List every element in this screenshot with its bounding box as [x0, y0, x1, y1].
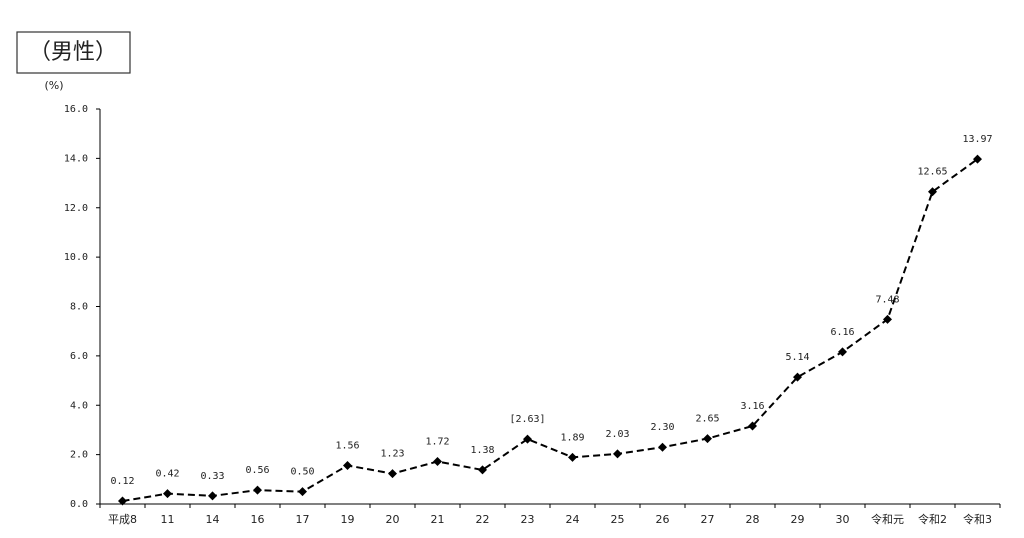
- y-tick-label: 2.0: [70, 450, 88, 461]
- marker: [568, 452, 577, 462]
- x-tick-label: 26: [656, 513, 670, 526]
- x-tick-label: 16: [251, 513, 265, 526]
- marker: [208, 491, 217, 501]
- x-tick-label: 11: [161, 513, 175, 526]
- y-tick-label: 16.0: [64, 104, 88, 115]
- x-tick-label: 14: [206, 513, 220, 526]
- marker: [433, 457, 442, 467]
- data-label: 1.89: [560, 432, 584, 443]
- marker: [793, 372, 802, 382]
- marker: [613, 449, 622, 459]
- marker: [163, 489, 172, 499]
- data-label: 7.48: [875, 294, 899, 305]
- marker: [118, 496, 127, 506]
- data-label: 6.16: [830, 327, 854, 338]
- x-tick-label: 22: [476, 513, 490, 526]
- data-label: 1.38: [470, 445, 494, 456]
- marker: [838, 347, 847, 357]
- marker: [343, 460, 352, 470]
- data-label: 2.65: [695, 414, 719, 425]
- data-label: 1.56: [335, 440, 359, 451]
- marker: [928, 187, 937, 197]
- data-label: 0.50: [290, 467, 314, 478]
- x-tick-label: 令和3: [963, 512, 992, 526]
- x-tick-label: 27: [701, 513, 715, 526]
- marker: [523, 434, 532, 444]
- x-tick-label: 25: [611, 513, 625, 526]
- data-label: 0.12: [110, 476, 134, 487]
- data-label: 1.72: [425, 437, 449, 448]
- marker: [748, 421, 757, 431]
- x-tick-label: 19: [341, 513, 355, 526]
- x-tick-label: 令和2: [918, 512, 947, 526]
- x-tick-label: 28: [746, 513, 760, 526]
- x-tick-label: 21: [431, 513, 445, 526]
- marker: [973, 154, 982, 164]
- data-label: 0.42: [155, 469, 179, 480]
- y-tick-label: 4.0: [70, 400, 88, 411]
- x-tick-label: 令和元: [871, 512, 904, 526]
- x-tick-label: 20: [386, 513, 400, 526]
- data-label: 12.65: [917, 167, 947, 178]
- y-tick-label: 8.0: [70, 302, 88, 313]
- marker: [478, 465, 487, 475]
- y-tick-label: 12.0: [64, 203, 88, 214]
- marker: [253, 485, 262, 495]
- y-tick-label: 0.0: [70, 499, 88, 510]
- y-tick-label: 6.0: [70, 351, 88, 362]
- x-tick-label: 17: [296, 513, 310, 526]
- chart-title: （男性）: [29, 40, 117, 65]
- y-tick-label: 14.0: [64, 153, 88, 164]
- data-label: 1.23: [380, 449, 404, 460]
- title-box: [16, 31, 131, 74]
- x-tick-label: 23: [521, 513, 535, 526]
- x-tick-label: 平成8: [108, 513, 137, 526]
- data-label: 0.33: [200, 471, 224, 482]
- x-tick-label: 29: [791, 513, 805, 526]
- data-label: 5.14: [785, 352, 809, 363]
- data-label: 13.97: [962, 134, 992, 145]
- marker: [298, 487, 307, 497]
- data-label: 3.16: [740, 401, 764, 412]
- marker: [703, 434, 712, 444]
- data-label: 0.56: [245, 465, 269, 476]
- data-label: 2.30: [650, 422, 674, 433]
- y-tick-label: 10.0: [64, 252, 88, 263]
- x-tick-label: 24: [566, 513, 580, 526]
- y-axis-label: (%): [44, 79, 63, 92]
- data-label: 2.03: [605, 429, 629, 440]
- data-line: [122, 158, 979, 503]
- marker: [658, 442, 667, 452]
- data-label: [2.63]: [509, 414, 545, 425]
- marker: [883, 314, 892, 324]
- x-tick-label: 30: [836, 513, 850, 526]
- marker: [388, 469, 397, 479]
